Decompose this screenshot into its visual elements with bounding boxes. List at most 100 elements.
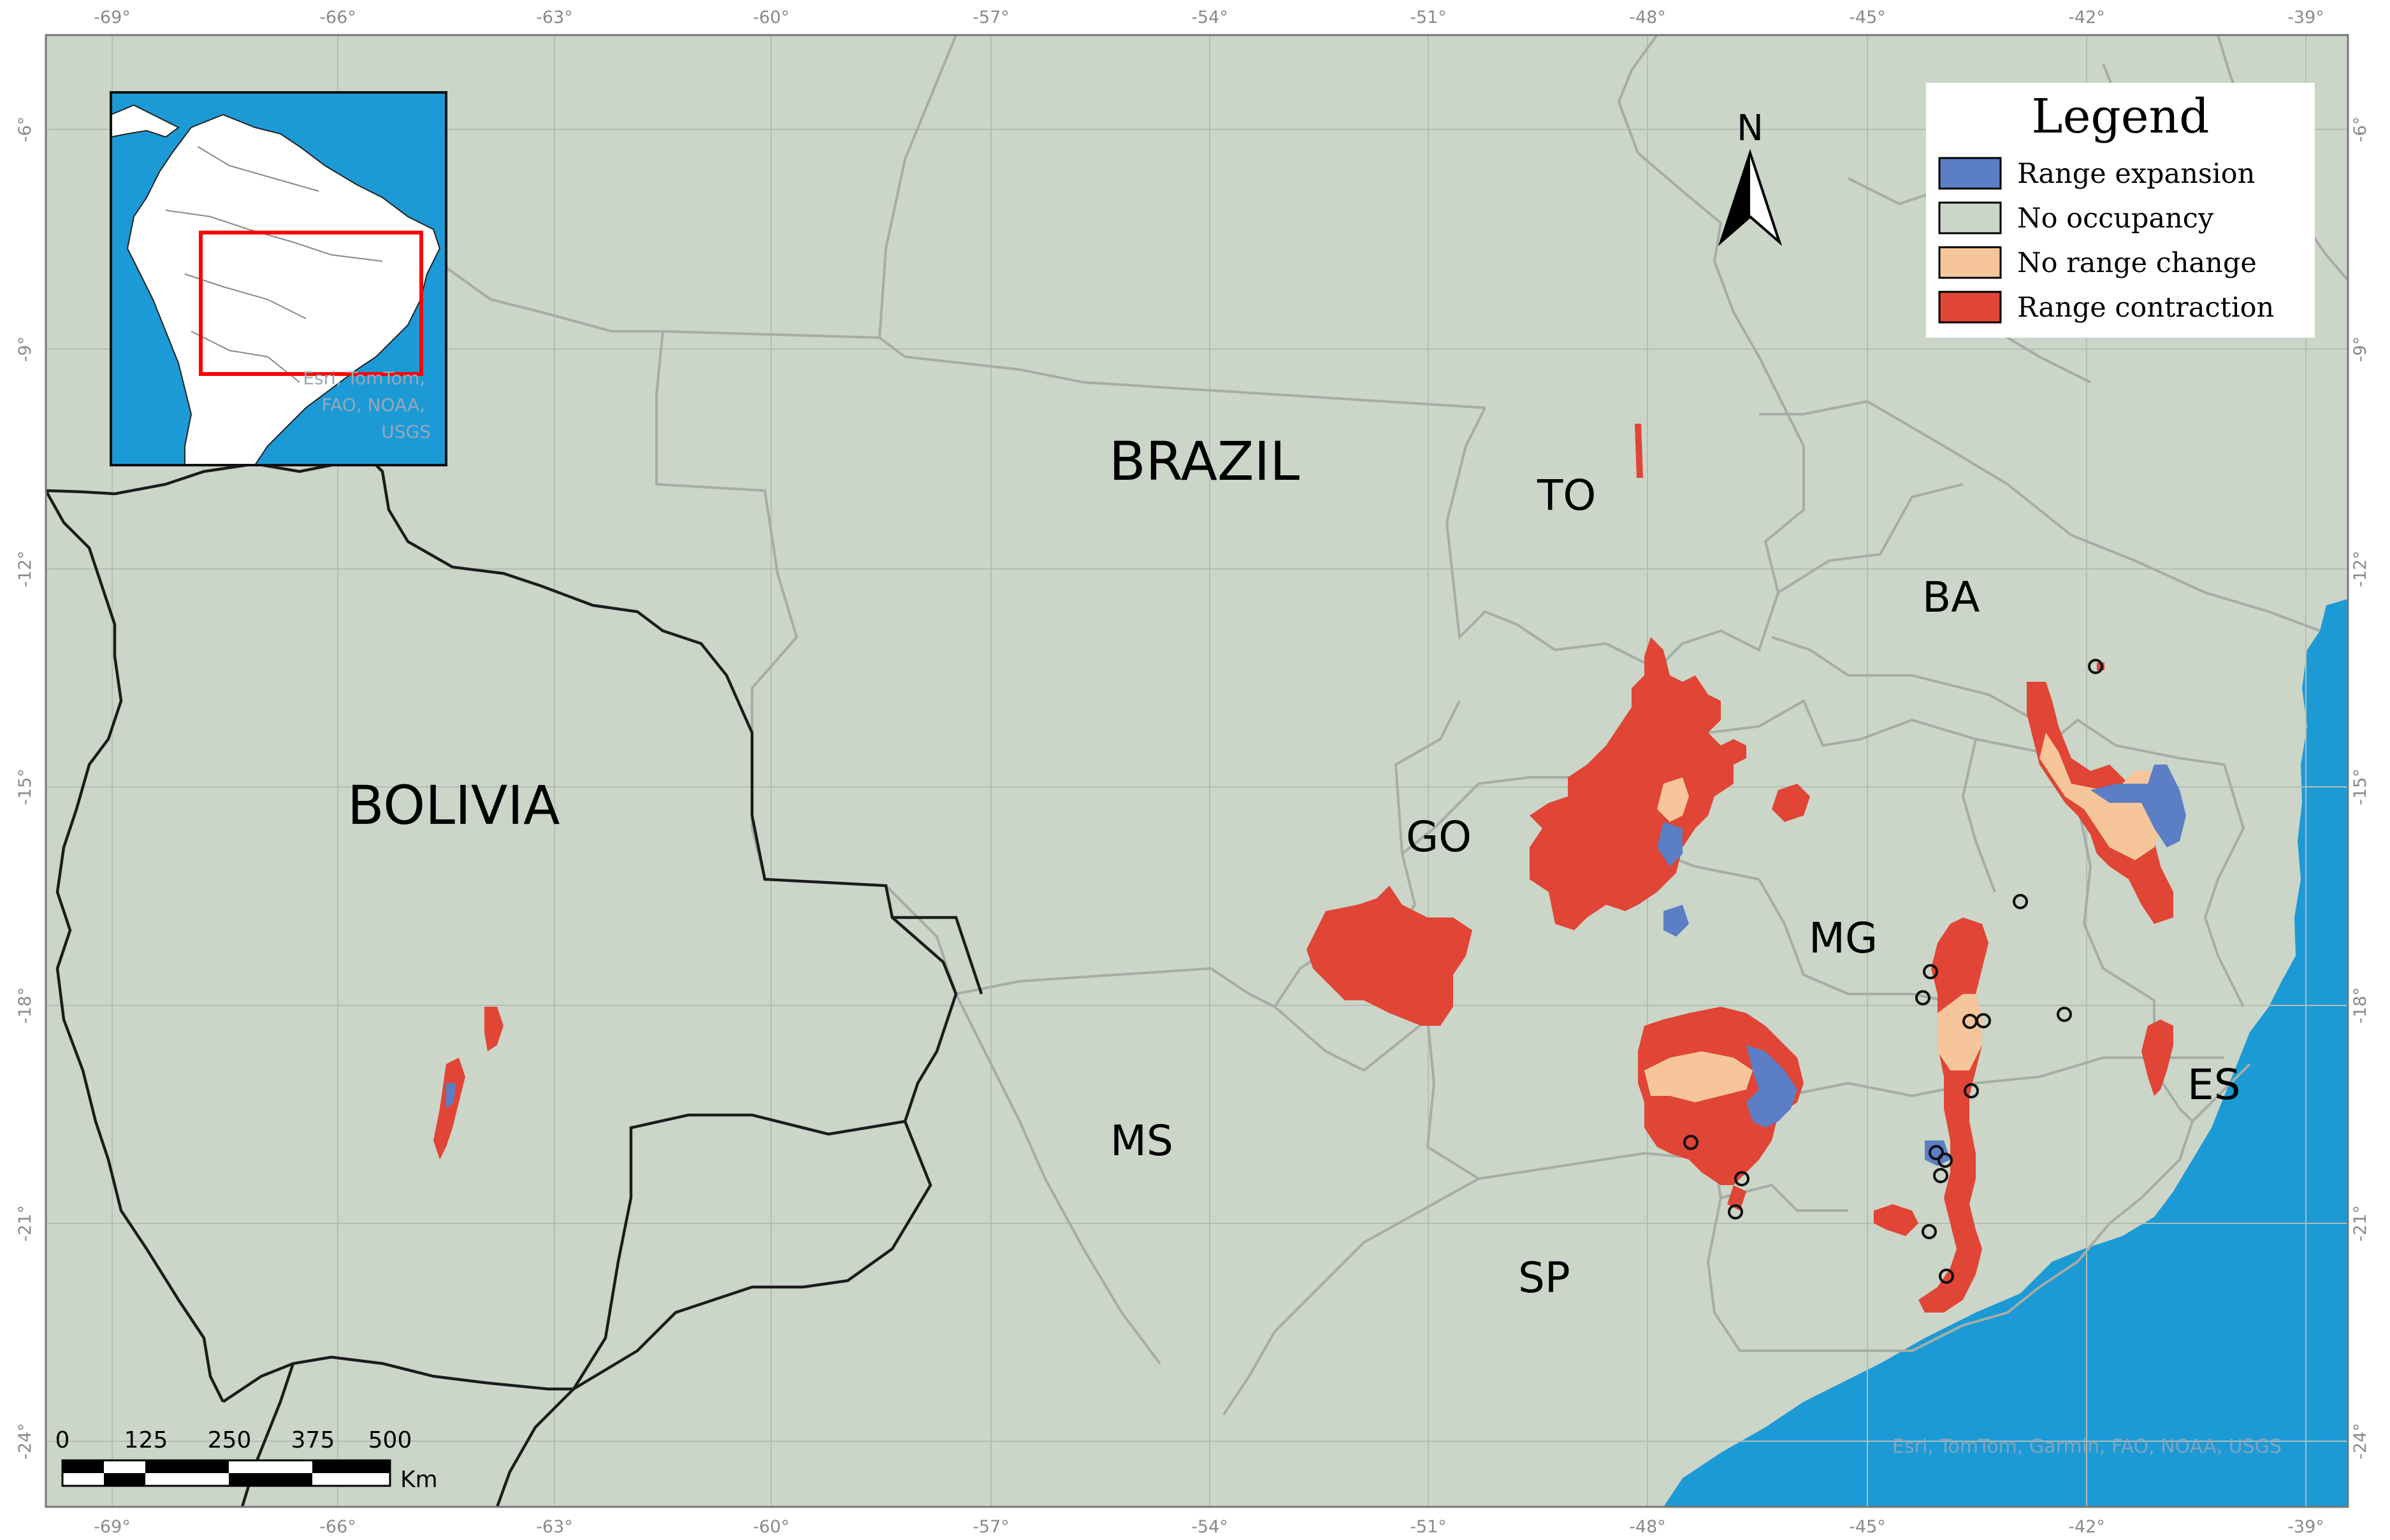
scale-label: 250 bbox=[208, 1427, 252, 1453]
state-label-sp: SP bbox=[1518, 1253, 1570, 1302]
lon-tick: -48° bbox=[1629, 8, 1666, 27]
lon-tick: -42° bbox=[2068, 1517, 2105, 1537]
lat-tick: -9° bbox=[15, 336, 35, 362]
expansion-patch bbox=[1925, 1141, 1950, 1166]
lon-tick: -57° bbox=[973, 8, 1010, 27]
lon-tick: -60° bbox=[753, 8, 790, 27]
lat-tick: -12° bbox=[2350, 551, 2370, 587]
lon-tick: -57° bbox=[973, 1517, 1010, 1537]
scale-label: 375 bbox=[291, 1427, 335, 1453]
lon-tick: -39° bbox=[2287, 8, 2324, 27]
inset-attribution: Esri, TomTom, FAO, NOAA, USGS bbox=[303, 368, 431, 442]
lon-tick: -39° bbox=[2287, 1517, 2324, 1537]
legend: Legend Range expansion No occupancy No r… bbox=[1926, 83, 2315, 338]
lat-tick: -18° bbox=[15, 987, 35, 1024]
lon-tick: -63° bbox=[536, 1517, 573, 1537]
lat-tick: -12° bbox=[15, 551, 35, 587]
lat-tick: -21° bbox=[2350, 1205, 2370, 1242]
lat-tick: -6° bbox=[15, 117, 35, 142]
state-label-mg: MG bbox=[1809, 914, 1878, 963]
legend-swatch-expansion bbox=[1938, 157, 2002, 190]
contraction-patch bbox=[484, 1007, 503, 1051]
inset-south-america bbox=[126, 113, 441, 466]
state-label-ba: BA bbox=[1922, 573, 1980, 622]
scale-label: 125 bbox=[124, 1427, 168, 1453]
map-frame bbox=[45, 34, 2349, 1508]
contraction-patch bbox=[433, 1058, 465, 1160]
legend-swatch-no-occupancy bbox=[1938, 201, 2002, 234]
scale-bar: 0 125 250 375 500 Km bbox=[55, 1427, 438, 1493]
latitude-ticks-right: -6° -9° -12° -15° -18° -21° -24° bbox=[2350, 117, 2370, 1460]
legend-title: Legend bbox=[2031, 89, 2209, 144]
stable-patch bbox=[1644, 1051, 1753, 1102]
lon-tick: -45° bbox=[1849, 8, 1886, 27]
lon-tick: -51° bbox=[1410, 1517, 1447, 1537]
state-label-ms: MS bbox=[1110, 1116, 1173, 1165]
lon-tick: -54° bbox=[1191, 8, 1228, 27]
scale-unit: Km bbox=[400, 1467, 438, 1493]
legend-label: Range expansion bbox=[2017, 158, 2255, 190]
state-label-go: GO bbox=[1406, 812, 1472, 861]
country-label-brazil: BRAZIL bbox=[1109, 430, 1300, 493]
legend-swatch-no-change bbox=[1938, 246, 2002, 279]
lat-tick: -15° bbox=[2350, 768, 2370, 805]
legend-label: Range contraction bbox=[2017, 292, 2274, 324]
contraction-patch bbox=[1307, 886, 1472, 1026]
country-label-bolivia: BOLIVIA bbox=[347, 774, 560, 837]
latitude-ticks-left: -6° -9° -12° -15° -18° -21° -24° bbox=[15, 117, 35, 1460]
lat-tick: -18° bbox=[2350, 987, 2370, 1024]
stable-patch bbox=[1937, 994, 1982, 1070]
inset-map: Esri, TomTom, FAO, NOAA, USGS bbox=[110, 91, 447, 466]
lon-tick: -51° bbox=[1410, 8, 1447, 27]
longitude-ticks-bottom: -69° -66° -63° -60° -57° -54° -51° -48° … bbox=[94, 1517, 2324, 1537]
expansion-patch bbox=[1746, 1045, 1797, 1128]
occurrence-points bbox=[1683, 659, 2103, 1284]
atlantic-ocean bbox=[1663, 599, 2348, 1507]
lon-tick: -69° bbox=[94, 1517, 131, 1537]
lon-tick: -45° bbox=[1849, 1517, 1886, 1537]
state-label-to: TO bbox=[1537, 471, 1596, 520]
legend-label: No occupancy bbox=[2017, 203, 2214, 234]
lat-tick: -21° bbox=[15, 1205, 35, 1242]
contraction-patch bbox=[2141, 1019, 2173, 1096]
inset-attribution-line: Esri, TomTom, bbox=[303, 368, 425, 389]
north-arrow-label: N bbox=[1737, 108, 1764, 149]
expansion-patch bbox=[1663, 905, 1689, 937]
map-attribution: Esri, TomTom, Garmin, FAO, NOAA, USGS bbox=[1892, 1436, 2282, 1458]
lat-tick: -24° bbox=[2350, 1423, 2370, 1460]
contraction-patch bbox=[1727, 1185, 1746, 1211]
lat-tick: -15° bbox=[15, 768, 35, 805]
lat-tick: -24° bbox=[15, 1423, 35, 1460]
contraction-patch bbox=[1635, 424, 1643, 478]
inset-frame bbox=[110, 91, 447, 466]
expansion-patch bbox=[1657, 822, 1683, 867]
legend-label: No range change bbox=[2017, 247, 2257, 279]
scale-label: 0 bbox=[55, 1427, 70, 1453]
north-arrow: N bbox=[1718, 108, 1783, 247]
lon-tick: -54° bbox=[1191, 1517, 1228, 1537]
lon-tick: -63° bbox=[536, 8, 573, 27]
inset-extent-box bbox=[199, 231, 423, 376]
contraction-patch bbox=[1874, 1204, 1918, 1236]
lon-tick: -66° bbox=[319, 1517, 356, 1537]
stable-patch bbox=[1657, 777, 1689, 822]
state-label-es: ES bbox=[2187, 1060, 2241, 1109]
contraction-patch bbox=[1772, 784, 1810, 822]
scale-label: 500 bbox=[368, 1427, 412, 1453]
expansion-patch bbox=[446, 1083, 456, 1109]
inset-attribution-line: USGS bbox=[381, 421, 431, 442]
lon-tick: -60° bbox=[753, 1517, 790, 1537]
lon-tick: -48° bbox=[1629, 1517, 1666, 1537]
lat-tick: -6° bbox=[2350, 117, 2370, 142]
inset-attribution-line: FAO, NOAA, bbox=[322, 394, 426, 415]
longitude-ticks-top: -69° -66° -63° -60° -57° -54° -51° -48° … bbox=[94, 8, 2324, 27]
contraction-patch bbox=[1530, 637, 1746, 930]
expansion-patch bbox=[2090, 765, 2186, 847]
lon-tick: -69° bbox=[94, 8, 131, 27]
lon-tick: -42° bbox=[2068, 8, 2105, 27]
inset-central-america bbox=[110, 104, 180, 138]
lat-tick: -9° bbox=[2350, 336, 2370, 362]
legend-swatch-contraction bbox=[1938, 291, 2002, 324]
lon-tick: -66° bbox=[319, 8, 356, 27]
